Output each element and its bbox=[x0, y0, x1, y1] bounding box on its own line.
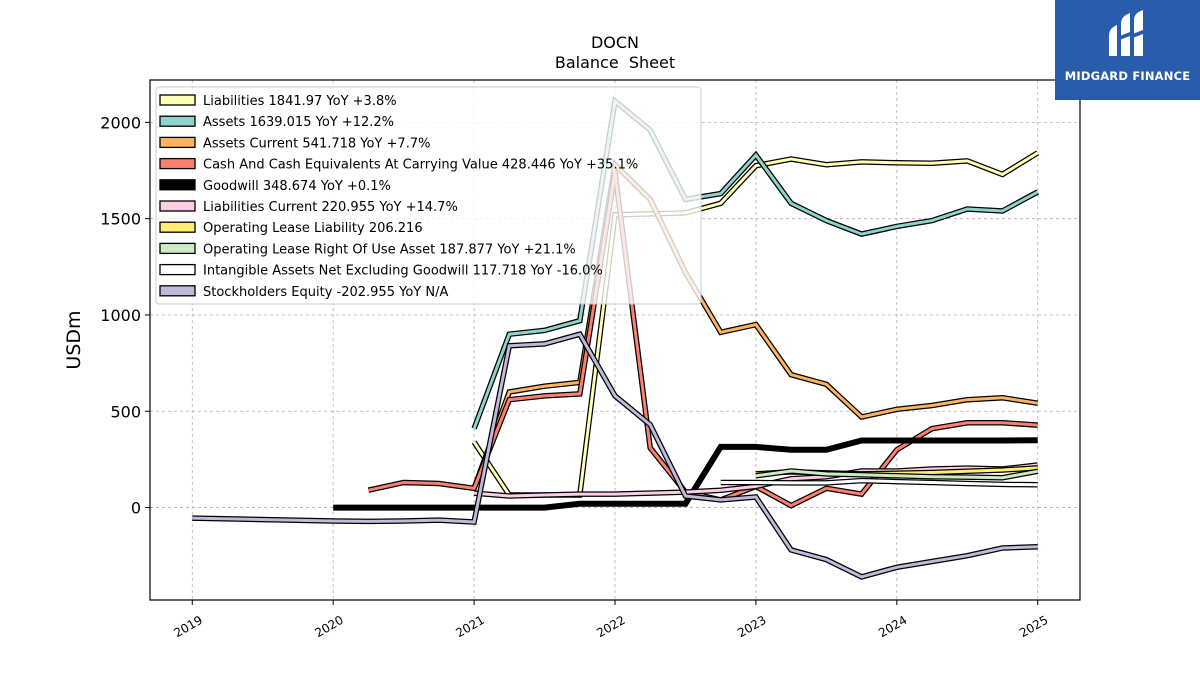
legend-item: Intangible Assets Net Excluding Goodwill… bbox=[159, 263, 603, 279]
y-axis-label: USDm bbox=[63, 310, 85, 369]
legend-item: Liabilities 1841.97 YoY +3.8% bbox=[159, 94, 397, 109]
legend-swatch bbox=[159, 157, 196, 170]
brand-name: MIDGARD FINANCE bbox=[1064, 69, 1191, 83]
legend-label: Operating Lease Liability 206.216 bbox=[203, 221, 423, 236]
x-tick-label: 2025 bbox=[1017, 613, 1050, 640]
legend-label: Liabilities Current 220.955 YoY +14.7% bbox=[203, 200, 458, 215]
series-stockholders-equity bbox=[192, 330, 1038, 580]
series-line bbox=[333, 437, 1038, 511]
series-line bbox=[192, 332, 1038, 579]
series-operating-lease-right-of-use-asset bbox=[755, 468, 1039, 481]
y-tick-label: 500 bbox=[110, 402, 141, 421]
legend-label: Operating Lease Right Of Use Asset 187.8… bbox=[203, 242, 576, 257]
x-tick-label: 2022 bbox=[594, 613, 627, 640]
legend-swatch bbox=[159, 115, 196, 127]
series-line bbox=[755, 469, 1038, 480]
legend-item: Operating Lease Right Of Use Asset 187.8… bbox=[159, 242, 576, 257]
series-lines bbox=[192, 96, 1040, 580]
chart-subtitle: Balance Sheet bbox=[555, 53, 675, 72]
legend-item: Stockholders Equity -202.955 YoY N/A bbox=[159, 285, 448, 300]
legend-swatch bbox=[159, 136, 196, 149]
y-tick-label: 2000 bbox=[100, 113, 141, 132]
legend-box bbox=[155, 86, 702, 305]
legend-label: Assets 1639.015 YoY +12.2% bbox=[203, 115, 394, 130]
y-tick-label: 1500 bbox=[100, 210, 141, 229]
series-line bbox=[473, 463, 1038, 498]
chart-title: DOCN bbox=[591, 33, 639, 52]
x-tick-label: 2024 bbox=[876, 613, 909, 640]
legend-label: Goodwill 348.674 YoY +0.1% bbox=[203, 179, 391, 194]
legend-item: Cash And Cash Equivalents At Carrying Va… bbox=[159, 157, 638, 173]
legend-swatch bbox=[159, 200, 196, 212]
series-assets-current bbox=[471, 159, 1039, 490]
legend-item: Assets Current 541.718 YoY +7.7% bbox=[159, 136, 430, 151]
legend-swatch bbox=[159, 285, 196, 297]
series-line bbox=[472, 161, 1038, 489]
legend-swatch bbox=[159, 179, 196, 191]
series-intangible-assets-net-excluding-goodwill bbox=[720, 477, 1038, 488]
x-tick-label: 2021 bbox=[453, 613, 486, 640]
legend-label: Liabilities 1841.97 YoY +3.8% bbox=[203, 94, 397, 109]
legend-label: Cash And Cash Equivalents At Carrying Va… bbox=[203, 158, 638, 173]
brand-logo: MIDGARD FINANCE bbox=[1055, 0, 1200, 100]
legend-swatch bbox=[159, 242, 196, 255]
series-line bbox=[720, 479, 1038, 487]
legend-swatch bbox=[159, 221, 196, 233]
legend-item: Goodwill 348.674 YoY +0.1% bbox=[159, 179, 391, 194]
legend-swatch bbox=[159, 263, 196, 276]
legend-label: Intangible Assets Net Excluding Goodwill… bbox=[203, 264, 603, 279]
legend: Liabilities 1841.97 YoY +3.8% Assets 1639… bbox=[155, 86, 702, 305]
series-assets bbox=[471, 96, 1040, 430]
legend-item: Assets 1639.015 YoY +12.2% bbox=[159, 115, 394, 130]
x-tick-label: 2019 bbox=[172, 613, 205, 640]
y-tick-label: 0 bbox=[131, 499, 141, 518]
legend-item: Operating Lease Liability 206.216 bbox=[159, 221, 423, 236]
x-tick-label: 2020 bbox=[312, 613, 345, 640]
series-line bbox=[472, 98, 1039, 430]
legend-label: Assets Current 541.718 YoY +7.7% bbox=[203, 136, 430, 151]
series-goodwill bbox=[333, 437, 1038, 511]
series-liabilities-current bbox=[473, 462, 1039, 499]
legend-item: Liabilities Current 220.955 YoY +14.7% bbox=[159, 200, 458, 215]
x-tick-label: 2023 bbox=[735, 613, 768, 640]
y-tick-label: 1000 bbox=[100, 306, 141, 325]
legend-swatch bbox=[159, 94, 196, 106]
midgard-logo-icon bbox=[1109, 10, 1143, 56]
legend-label: Stockholders Equity -202.955 YoY N/A bbox=[203, 285, 448, 300]
